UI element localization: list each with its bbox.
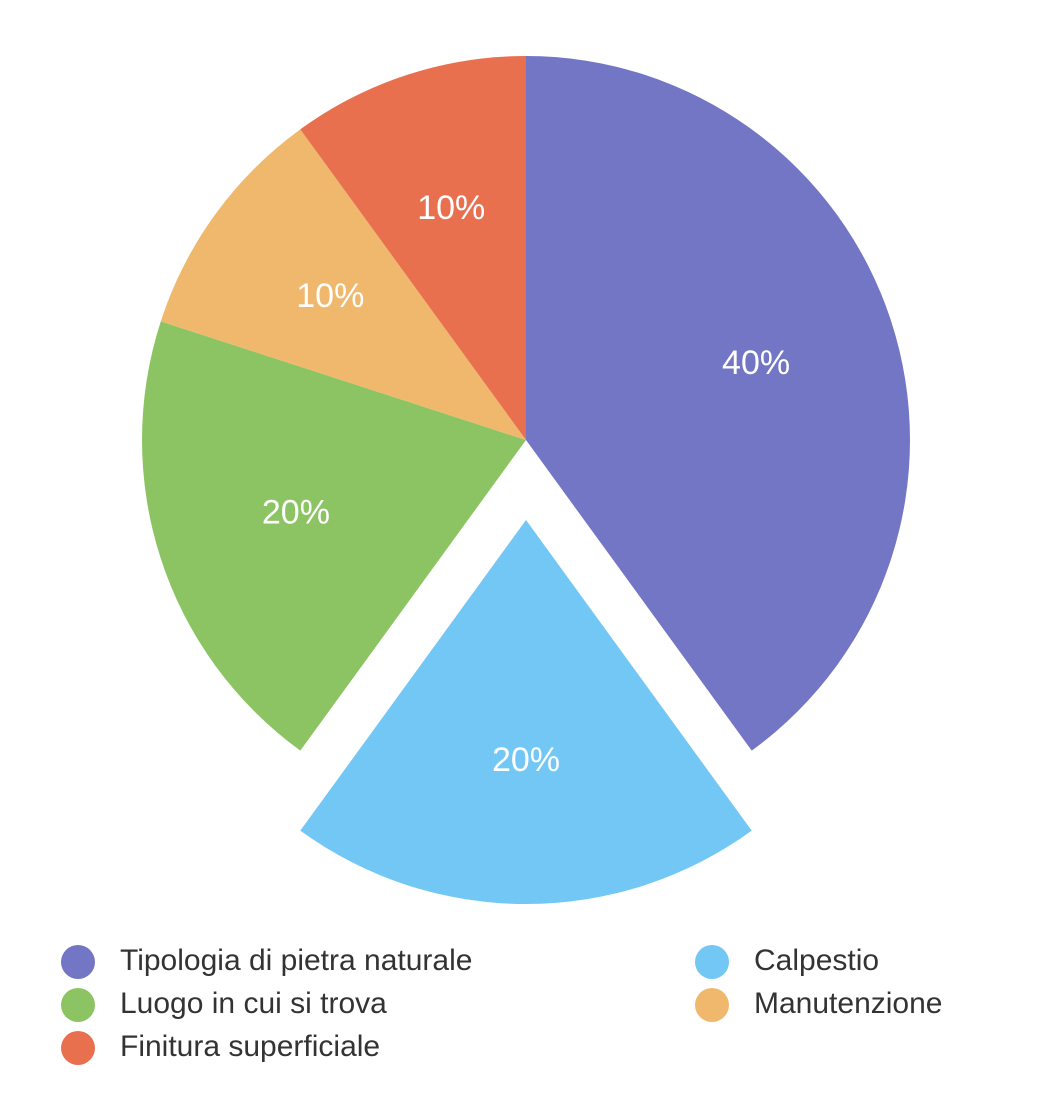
legend-label: Finitura superficiale	[120, 1030, 380, 1063]
legend-swatch	[61, 1031, 95, 1065]
pie-slice	[300, 56, 526, 440]
data-label: 20%	[262, 494, 330, 532]
pie-slice	[160, 129, 526, 441]
data-label: 10%	[417, 189, 485, 227]
legend-label: Calpestio	[754, 944, 879, 977]
legend-swatch	[61, 988, 95, 1022]
data-label: 40%	[722, 344, 790, 382]
legend-swatch	[695, 988, 729, 1022]
pie-slice	[300, 520, 752, 905]
legend-swatch	[61, 945, 95, 979]
data-label: 10%	[296, 277, 364, 315]
legend-label: Tipologia di pietra naturale	[120, 944, 472, 977]
legend-label: Luogo in cui si trova	[120, 987, 387, 1020]
legend-label: Manutenzione	[754, 987, 942, 1020]
pie-slice	[526, 56, 910, 751]
legend-swatch	[695, 945, 729, 979]
data-label: 20%	[492, 741, 560, 779]
pie-slice	[142, 321, 527, 751]
